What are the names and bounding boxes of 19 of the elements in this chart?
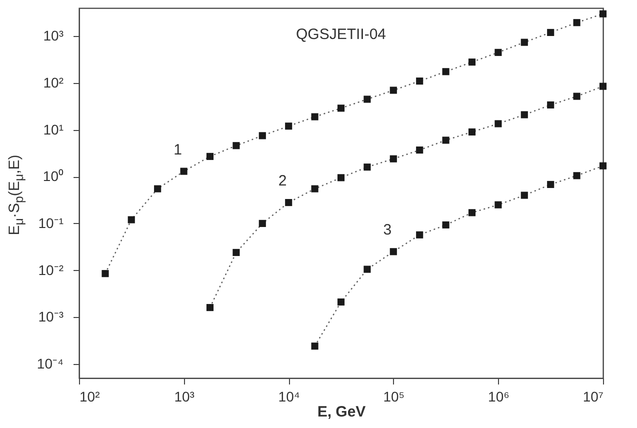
y-tick-label: 10⁻³ [38,308,64,325]
x-tick-label: 10³ [174,388,195,404]
annotation: 3 [383,222,392,239]
y-tick-label: 10⁰ [42,168,64,184]
y-tick-label: 10² [43,74,64,91]
x-axis-title: E, GeV [317,404,366,420]
y-tick-label: 10¹ [43,121,64,138]
text: QGSJETII-04 [296,26,386,43]
y-tick-label: 10⁻¹ [38,214,64,231]
x-tick-label: 10⁵ [383,388,405,404]
x-tick-label: 10⁷ [582,388,604,404]
x-tick-label: 10⁴ [278,388,300,404]
x-tick-label: 10⁶ [488,388,510,404]
annotation: 2 [278,172,287,190]
annotation: 1 [174,141,182,158]
x-tick-label: 10² [80,388,100,404]
y-tick-label: 10⁻² [38,262,64,278]
y-tick-label: 10³ [43,28,64,44]
y-tick-label: 10⁻⁴ [36,355,64,372]
